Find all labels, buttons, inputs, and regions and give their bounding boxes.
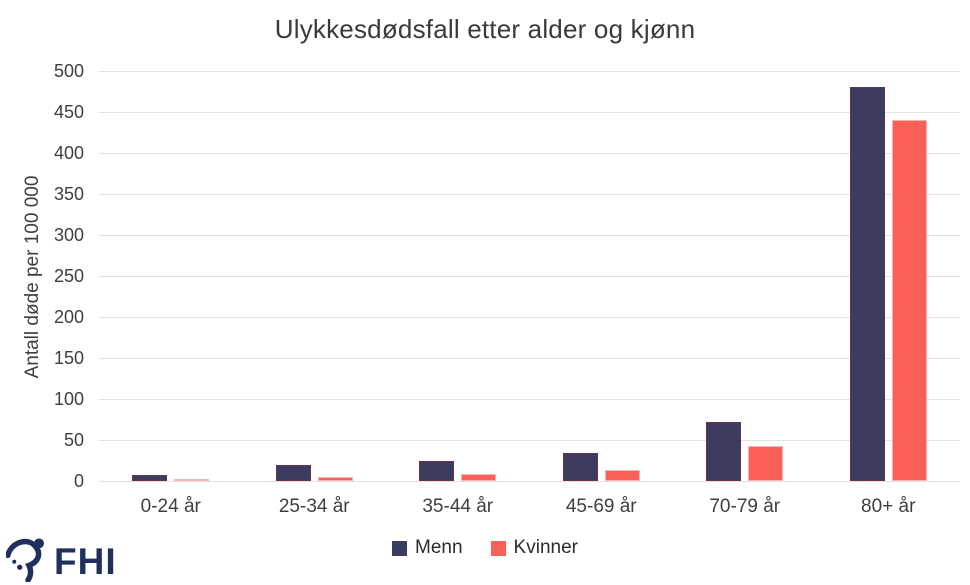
bar-kvinner-80+år	[891, 120, 927, 481]
plot-area	[99, 70, 960, 482]
y-tick-label-400: 400	[53, 143, 84, 163]
y-tick-label-150: 150	[53, 348, 84, 368]
x-tick-label-45-69år: 45-69 år	[565, 496, 637, 517]
x-tick-label-80+år: 80+ år	[861, 496, 916, 517]
fhi-logo-icon	[5, 536, 50, 585]
bar-menn-70-79år	[706, 421, 742, 481]
fhi-logo: FHI	[5, 536, 117, 585]
legend-label-menn: Menn	[415, 537, 463, 558]
gridline-250	[99, 275, 960, 277]
y-tick-label-100: 100	[53, 389, 84, 409]
bar-kvinner-25-34år	[317, 476, 353, 481]
gridline-100	[99, 398, 960, 400]
gridline-300	[99, 234, 960, 236]
legend-swatch-kvinner	[490, 540, 506, 556]
y-tick-label-200: 200	[53, 307, 84, 327]
gridline-450	[99, 111, 960, 113]
bar-kvinner-35-44år	[461, 474, 497, 481]
bar-menn-80+år	[849, 87, 885, 481]
bar-kvinner-0-24år	[174, 478, 210, 481]
y-tick-label-450: 450	[53, 102, 84, 122]
bar-kvinner-45-69år	[604, 470, 640, 481]
legend-label-kvinner: Kvinner	[513, 537, 578, 558]
legend: Menn Kvinner	[0, 537, 970, 559]
legend-swatch-menn	[392, 540, 408, 556]
y-tick-label-250: 250	[53, 266, 84, 286]
gridline-50	[99, 439, 960, 441]
y-tick-label-50: 50	[63, 430, 84, 450]
bar-menn-25-34år	[275, 465, 311, 481]
gridline-350	[99, 193, 960, 195]
legend-item-menn: Menn	[392, 537, 463, 559]
gridline-200	[99, 316, 960, 318]
legend-item-kvinner: Kvinner	[490, 537, 578, 559]
gridline-400	[99, 152, 960, 154]
bar-menn-0-24år	[132, 475, 168, 481]
bar-menn-45-69år	[562, 453, 598, 481]
y-tick-label-350: 350	[53, 184, 84, 204]
gridline-150	[99, 357, 960, 359]
x-tick-label-25-34år: 25-34 år	[278, 496, 350, 517]
x-tick-label-70-79år: 70-79 år	[709, 496, 781, 517]
x-tick-label-35-44år: 35-44 år	[422, 496, 494, 517]
bar-menn-35-44år	[419, 461, 455, 481]
gridline-0	[99, 480, 960, 482]
bar-kvinner-70-79år	[748, 445, 784, 481]
y-tick-label-500: 500	[53, 61, 84, 81]
y-tick-label-300: 300	[53, 225, 84, 245]
y-tick-label-0: 0	[73, 471, 84, 491]
gridline-500	[99, 70, 960, 72]
fhi-logo-text: FHI	[54, 540, 117, 582]
x-tick-label-0-24år: 0-24 år	[140, 496, 201, 517]
chart-title: Ulykkesdødsfall etter alder og kjønn	[274, 14, 696, 44]
